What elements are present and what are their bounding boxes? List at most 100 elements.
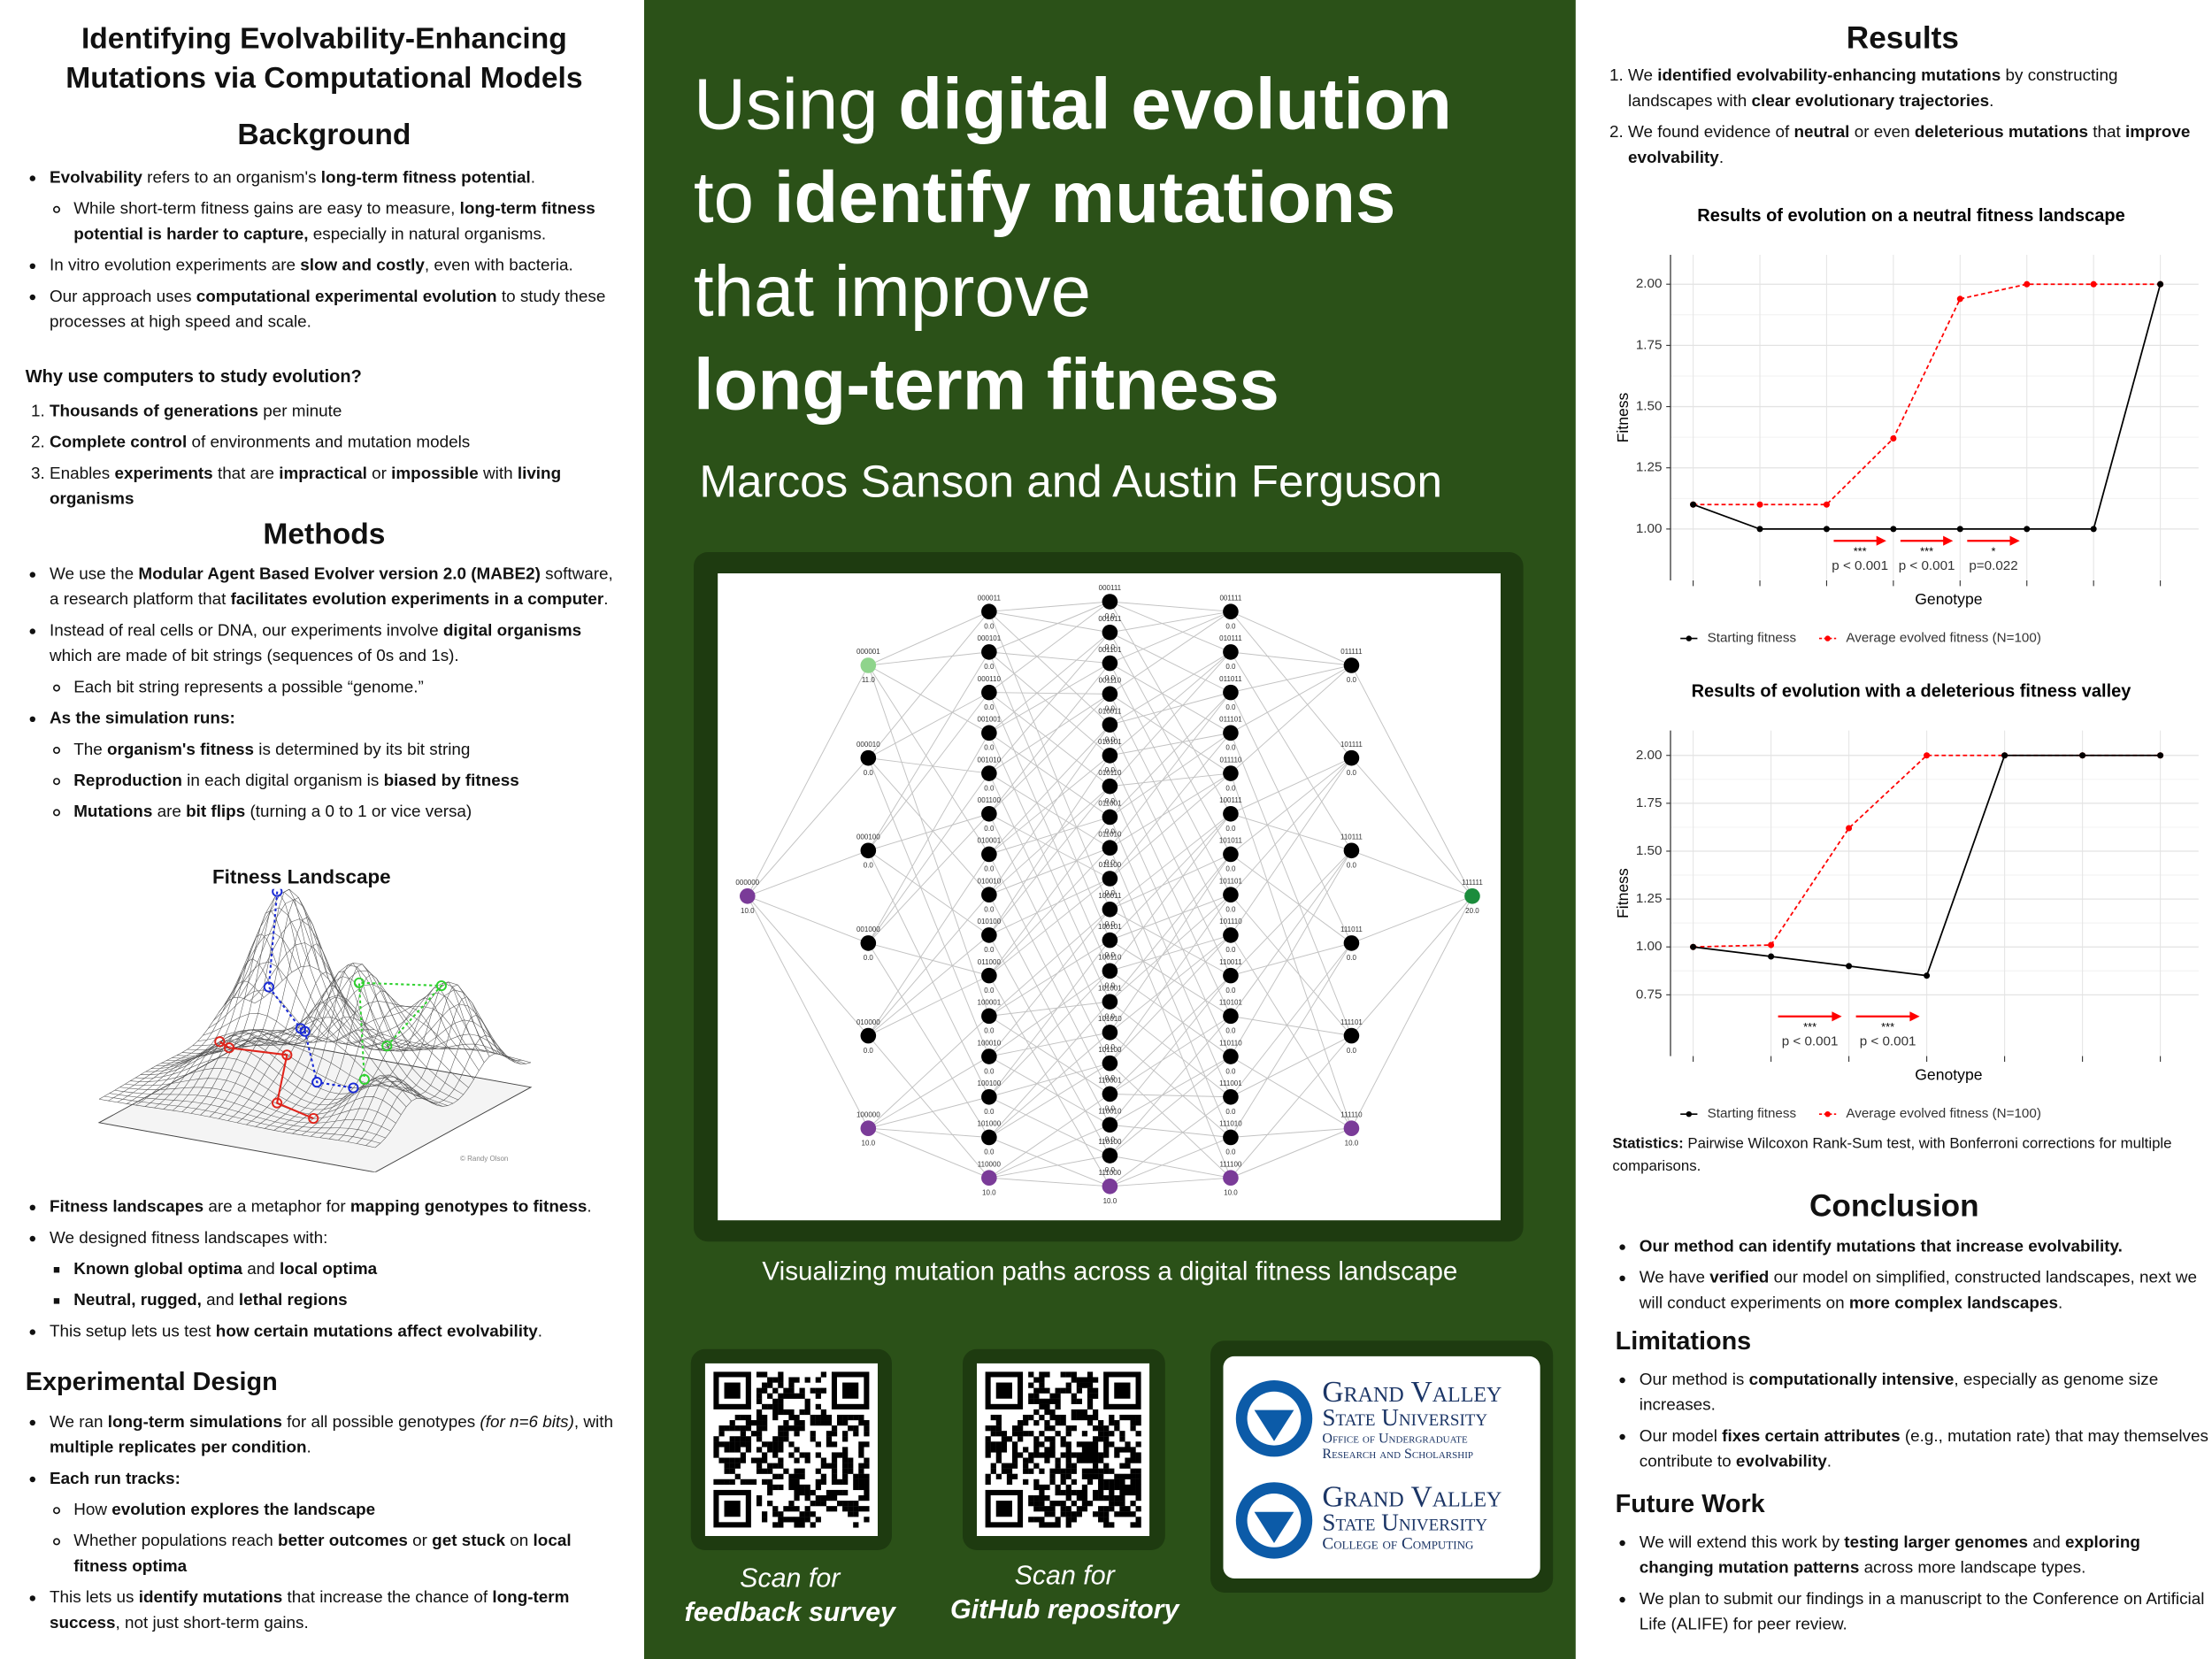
- qr-module: [783, 1431, 789, 1437]
- genotype-node: [1223, 684, 1239, 701]
- qr-module: [1087, 1414, 1094, 1421]
- text-run: The: [73, 739, 107, 759]
- bold-run: how certain mutations affect evolvabilit…: [215, 1320, 538, 1341]
- qr-module: [1028, 1501, 1034, 1507]
- qr-module: [1055, 1489, 1061, 1496]
- y-tick-label: 1.00: [1636, 521, 1663, 536]
- qr-module: [1001, 1463, 1008, 1469]
- qr-module: [810, 1431, 816, 1437]
- qr-module: [820, 1463, 827, 1469]
- bold-run: Each run tracks:: [50, 1468, 180, 1488]
- qr-module: [831, 1506, 838, 1512]
- genotype-label: 001101: [1098, 646, 1122, 654]
- text-run: to study these processes at high speed a…: [50, 286, 606, 332]
- qr-module: [740, 1457, 746, 1463]
- qr-module: [794, 1377, 800, 1383]
- qr-module: [836, 1452, 843, 1458]
- qr-module: [1092, 1452, 1099, 1458]
- qr-module: [1044, 1409, 1050, 1416]
- network-edge: [1110, 1056, 1232, 1156]
- qr-module: [1119, 1506, 1125, 1512]
- qr-module: [1081, 1457, 1088, 1463]
- qr-module: [1060, 1473, 1066, 1479]
- fitness-label: 0.0: [864, 954, 874, 962]
- network-edge: [1230, 942, 1352, 1138]
- bold-run: long-term simulations: [107, 1411, 282, 1432]
- qr-module: [1114, 1420, 1120, 1426]
- bullet-list: We will extend this work by testing larg…: [1616, 1529, 2212, 1642]
- walk-point: [358, 1073, 370, 1085]
- list-item: We identified evolvability-enhancing mut…: [1628, 62, 2201, 113]
- qr-module: [836, 1420, 843, 1426]
- qr-module: [1081, 1431, 1088, 1437]
- genotype-node: [1223, 1170, 1239, 1186]
- genotype-node: [1102, 686, 1118, 703]
- network-edge: [1109, 632, 1232, 855]
- list: Our method can identify mutations that i…: [1616, 1233, 2212, 1316]
- qr-module: [756, 1387, 763, 1394]
- genotype-label: 100111: [1219, 796, 1242, 804]
- network-edge: [1110, 1063, 1232, 1179]
- bold-run: experiments: [114, 463, 213, 483]
- network-edge: [1230, 692, 1352, 944]
- qr-module: [831, 1494, 838, 1502]
- qr-module: [831, 1457, 838, 1463]
- qr-module: [772, 1522, 779, 1528]
- annotation-stars: ***: [1881, 1020, 1894, 1033]
- qr-module: [1092, 1489, 1099, 1496]
- qr-module: [826, 1489, 833, 1496]
- genotype-node: [1223, 1008, 1239, 1025]
- qr-module: [1023, 1431, 1029, 1437]
- line-chart: Results of evolution with a deleterious …: [1614, 682, 2199, 1121]
- qr-module: [772, 1436, 779, 1442]
- qr-code[interactable]: [704, 1363, 878, 1536]
- walk-point: [381, 1041, 393, 1052]
- qr-module: [772, 1403, 779, 1410]
- network-edge: [988, 1137, 1110, 1187]
- qr-module: [1065, 1371, 1071, 1378]
- fitness-label: 20.0: [1465, 907, 1479, 915]
- qr-module: [1076, 1387, 1083, 1394]
- data-point: [1823, 526, 1830, 533]
- list-item: Our method can identify mutations that i…: [1640, 1233, 2212, 1259]
- qr-module: [990, 1431, 996, 1437]
- qr-module: [767, 1382, 773, 1388]
- walk-point: [348, 1082, 359, 1094]
- fitness-label: 0.0: [1105, 951, 1116, 959]
- list-item: How evolution explores the landscape: [73, 1496, 623, 1522]
- network-edge: [1110, 772, 1232, 849]
- qr-module: [1028, 1457, 1034, 1463]
- network-edge: [1110, 894, 1232, 1002]
- qr-module: [1071, 1409, 1077, 1416]
- network-edge: [867, 611, 990, 758]
- qr-module: [794, 1457, 800, 1463]
- qr-module: [1049, 1511, 1056, 1517]
- qr-module: [788, 1425, 795, 1432]
- legend-swatch: [1824, 635, 1831, 641]
- network-edge: [868, 975, 990, 1036]
- genotype-node: [981, 967, 997, 984]
- text-run: We ran: [50, 1411, 108, 1432]
- qr-module: [1044, 1506, 1050, 1512]
- qr-module: [820, 1387, 827, 1394]
- list-item: As the simulation runs: The organism's fi…: [50, 705, 623, 824]
- qr-module: [1055, 1387, 1061, 1394]
- annotation-arrowhead: [1876, 535, 1886, 546]
- genotype-node: [1102, 624, 1118, 641]
- network-edge: [988, 847, 1110, 895]
- qr-module: [794, 1479, 800, 1486]
- data-point: [1924, 972, 1931, 979]
- qr-module: [1125, 1489, 1131, 1496]
- fitness-label: 0.0: [1347, 861, 1357, 869]
- qr-module: [1033, 1494, 1040, 1502]
- qr-code[interactable]: [977, 1363, 1150, 1536]
- qr-module: [1039, 1414, 1045, 1421]
- qr-module: [718, 1441, 725, 1448]
- qr-module: [1092, 1457, 1099, 1463]
- qr-module: [713, 1441, 719, 1448]
- genotype-node: [981, 1088, 997, 1105]
- network-edge: [1230, 664, 1352, 694]
- network-edge: [988, 651, 1110, 664]
- qr-module: [1098, 1457, 1104, 1463]
- numbered-list: Thousands of generations per minute Compl…: [26, 398, 623, 517]
